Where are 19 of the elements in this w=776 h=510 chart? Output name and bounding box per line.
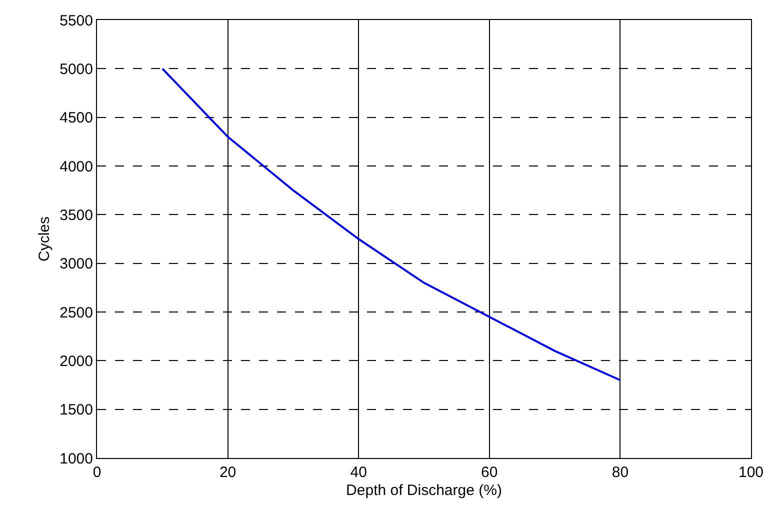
y-tick-label: 5500 [60,12,93,30]
x-tick-label: 60 [481,464,498,481]
y-tick-label: 3500 [60,206,93,224]
y-tick-label: 1500 [60,402,93,419]
y-tick-label: 2000 [60,352,93,370]
y-tick-label: 3000 [60,256,93,273]
y-tick-label: 1000 [60,450,93,468]
x-tick-label: 40 [350,464,367,481]
y-tick-label: 2500 [60,304,93,322]
line-series [161,68,622,382]
x-tick-label: 100 [738,464,764,481]
y-tick-label: 4000 [60,158,93,176]
x-tick-label: 0 [92,464,102,481]
y-tick-label: 5000 [60,60,93,78]
x-tick-label: 20 [219,464,236,481]
y-tick-label: 4500 [60,110,93,127]
y-axis-title: Cycles [36,216,53,262]
x-tick-label: 80 [612,464,629,481]
x-axis-title: Depth of Discharge (%) [346,482,502,499]
